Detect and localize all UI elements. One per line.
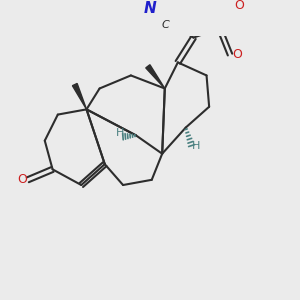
Text: H: H [116,128,124,138]
Text: N: N [143,1,156,16]
Text: O: O [17,173,27,186]
Text: H: H [191,141,200,152]
Polygon shape [146,65,165,88]
Text: O: O [232,48,242,61]
Text: C: C [162,20,170,30]
Text: O: O [234,0,244,12]
Polygon shape [72,83,86,110]
